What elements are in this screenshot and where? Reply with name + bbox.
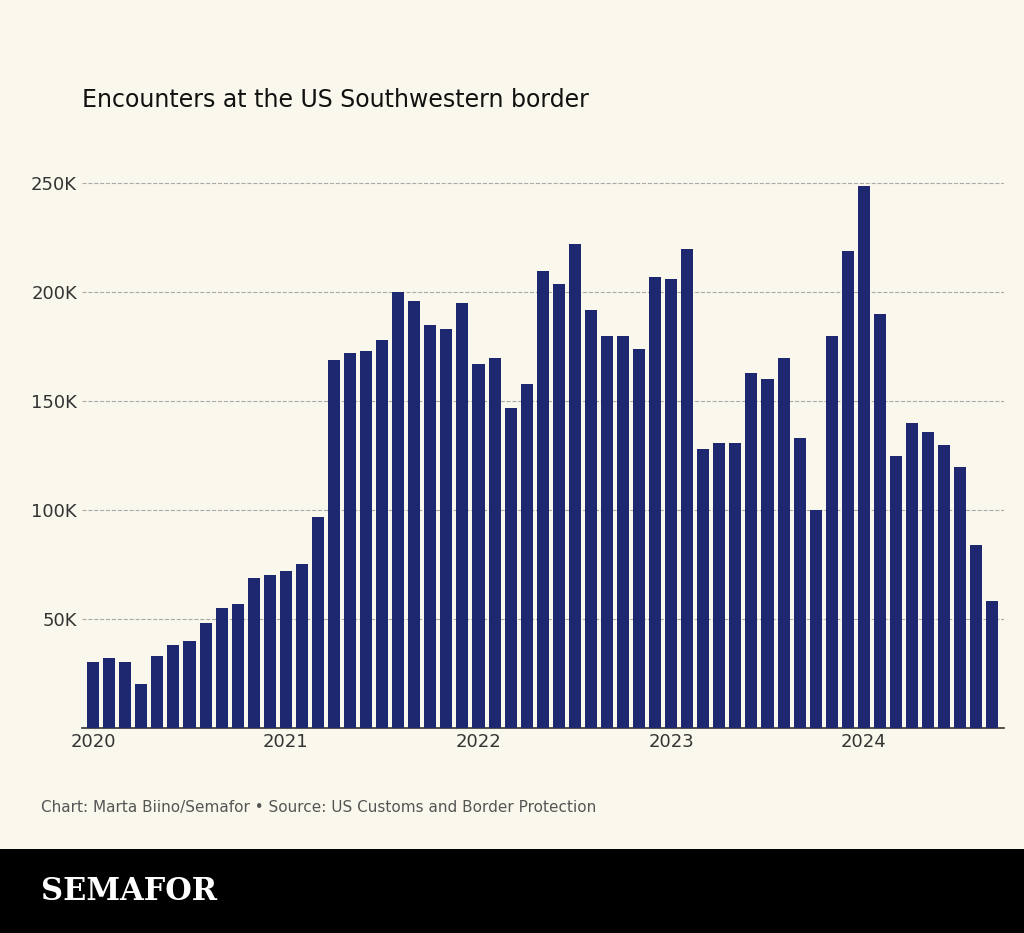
Bar: [328, 360, 340, 728]
Bar: [167, 645, 179, 728]
Bar: [152, 656, 164, 728]
Bar: [906, 423, 919, 728]
Bar: [457, 303, 468, 728]
Bar: [135, 684, 147, 728]
Bar: [119, 662, 131, 728]
Bar: [200, 623, 212, 728]
Text: Chart: Marta Biino/Semafor • Source: US Customs and Border Protection: Chart: Marta Biino/Semafor • Source: US …: [41, 800, 596, 815]
Bar: [424, 325, 436, 728]
Bar: [344, 354, 356, 728]
Bar: [601, 336, 613, 728]
Bar: [537, 271, 549, 728]
Bar: [488, 357, 501, 728]
Bar: [986, 602, 998, 728]
Bar: [231, 604, 244, 728]
Bar: [825, 336, 838, 728]
Bar: [520, 383, 532, 728]
Bar: [280, 571, 292, 728]
Bar: [633, 349, 645, 728]
Bar: [392, 292, 404, 728]
Bar: [216, 608, 227, 728]
Bar: [183, 641, 196, 728]
Bar: [729, 442, 741, 728]
Bar: [890, 455, 902, 728]
Bar: [666, 279, 677, 728]
Bar: [938, 445, 950, 728]
Bar: [858, 186, 869, 728]
Bar: [681, 249, 693, 728]
Bar: [296, 564, 308, 728]
Text: Encounters at the US Southwestern border: Encounters at the US Southwestern border: [82, 88, 589, 112]
Bar: [842, 251, 854, 728]
Bar: [409, 301, 420, 728]
Bar: [697, 449, 710, 728]
Bar: [970, 545, 982, 728]
Bar: [103, 658, 116, 728]
Bar: [649, 277, 662, 728]
Bar: [264, 576, 275, 728]
Bar: [585, 310, 597, 728]
Bar: [568, 244, 581, 728]
Bar: [360, 351, 372, 728]
Bar: [810, 510, 821, 728]
Bar: [505, 408, 517, 728]
Bar: [714, 442, 725, 728]
Bar: [376, 341, 388, 728]
Bar: [248, 578, 260, 728]
Bar: [472, 364, 484, 728]
Bar: [794, 439, 806, 728]
Bar: [553, 284, 565, 728]
Bar: [777, 357, 790, 728]
Bar: [617, 336, 629, 728]
Bar: [954, 466, 967, 728]
Bar: [312, 517, 324, 728]
Bar: [440, 329, 453, 728]
Bar: [745, 373, 758, 728]
Bar: [87, 662, 99, 728]
Bar: [873, 314, 886, 728]
Bar: [922, 432, 934, 728]
Bar: [762, 380, 773, 728]
Text: SEMAFOR: SEMAFOR: [41, 875, 217, 907]
